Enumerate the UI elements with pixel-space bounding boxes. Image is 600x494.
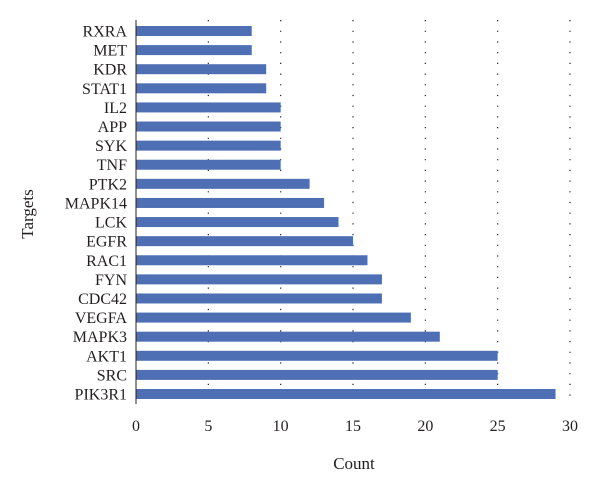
x-tick-label-25: 25 bbox=[490, 418, 506, 435]
y-tick-label-il2: IL2 bbox=[104, 100, 127, 117]
bar-src bbox=[136, 369, 498, 380]
bar-fyn bbox=[136, 274, 382, 285]
bar-pik3r1 bbox=[136, 389, 556, 399]
bar-kdr bbox=[136, 64, 267, 75]
bar-syk bbox=[136, 140, 281, 151]
bar-vegfa bbox=[136, 312, 411, 323]
y-tick-label-cdc42: CDC42 bbox=[78, 291, 127, 308]
bar-mapk3 bbox=[136, 331, 440, 342]
bar-akt1 bbox=[136, 350, 498, 361]
bar-rac1 bbox=[136, 255, 368, 266]
y-tick-label-lck: LCK bbox=[95, 215, 127, 232]
bar-met bbox=[136, 45, 252, 56]
bar-stat1 bbox=[136, 83, 267, 94]
bar-tnf bbox=[136, 159, 281, 170]
y-tick-label-fyn: FYN bbox=[95, 272, 127, 289]
y-axis-title: Targets bbox=[18, 189, 37, 238]
y-tick-label-met: MET bbox=[93, 43, 127, 60]
x-tick-label-0: 0 bbox=[132, 418, 140, 435]
y-tick-label-app: APP bbox=[98, 119, 127, 136]
y-tick-label-src: SRC bbox=[97, 367, 127, 384]
y-tick-label-mapk3: MAPK3 bbox=[73, 329, 127, 346]
y-tick-label-mapk14: MAPK14 bbox=[65, 195, 127, 212]
y-tick-label-akt1: AKT1 bbox=[86, 348, 127, 365]
y-tick-label-ptk2: PTK2 bbox=[89, 176, 127, 193]
y-tick-label-rac1: RAC1 bbox=[86, 253, 127, 270]
x-tick-labels: 0 5 10 15 20 25 30 bbox=[132, 418, 578, 435]
y-tick-label-pik3r1: PIK3R1 bbox=[75, 387, 127, 404]
bar-il2 bbox=[136, 102, 281, 113]
grid-lines bbox=[207, 20, 571, 404]
y-tick-labels: RXRA MET KDR STAT1 IL2 APP SYK TNF PTK2 MAPK14 LCK… bbox=[65, 24, 128, 404]
bar-app bbox=[136, 121, 281, 132]
y-tick-label-egfr: EGFR bbox=[86, 234, 127, 251]
bar-rxra bbox=[136, 26, 252, 36]
bar-lck bbox=[136, 217, 339, 228]
x-tick-label-30: 30 bbox=[562, 418, 578, 435]
x-tick-label-15: 15 bbox=[345, 418, 361, 435]
x-tick-label-10: 10 bbox=[273, 418, 289, 435]
x-tick-label-5: 5 bbox=[204, 418, 212, 435]
bar-cdc42 bbox=[136, 293, 382, 304]
x-tick-label-20: 20 bbox=[417, 418, 433, 435]
y-tick-label-rxra: RXRA bbox=[83, 24, 128, 41]
y-tick-label-kdr: KDR bbox=[93, 62, 127, 79]
y-tick-label-stat1: STAT1 bbox=[82, 81, 127, 98]
y-tick-label-tnf: TNF bbox=[97, 157, 127, 174]
bar-ptk2 bbox=[136, 178, 310, 189]
x-axis-title: Count bbox=[333, 454, 375, 473]
bar-egfr bbox=[136, 236, 353, 247]
bars bbox=[136, 26, 556, 399]
bar-mapk14 bbox=[136, 197, 325, 208]
y-tick-label-syk: SYK bbox=[95, 138, 127, 155]
y-tick-label-vegfa: VEGFA bbox=[75, 310, 128, 327]
